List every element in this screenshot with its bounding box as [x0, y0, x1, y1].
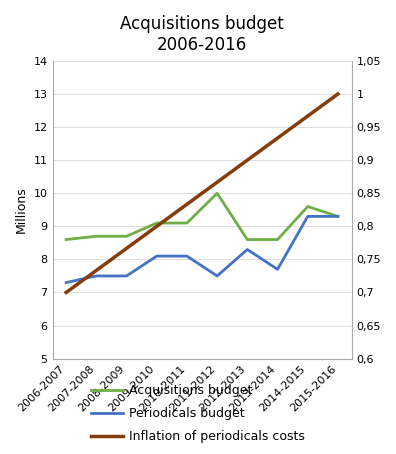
Y-axis label: Millions: Millions	[15, 187, 28, 233]
Acquisitions budget	[154, 220, 159, 226]
Inflation of periodicals costs	[94, 268, 99, 273]
Acquisitions budget	[215, 191, 219, 196]
Title: Acquisitions budget
2006-2016: Acquisitions budget 2006-2016	[120, 15, 284, 54]
Inflation of periodicals costs	[275, 135, 280, 141]
Line: Inflation of periodicals costs: Inflation of periodicals costs	[66, 94, 338, 292]
Acquisitions budget	[245, 237, 250, 242]
Periodicals budget	[185, 253, 189, 259]
Acquisitions budget	[335, 214, 340, 219]
Periodicals budget	[305, 214, 310, 219]
Periodicals budget	[64, 280, 69, 285]
Periodicals budget	[245, 247, 250, 252]
Inflation of periodicals costs	[124, 246, 129, 251]
Line: Periodicals budget: Periodicals budget	[66, 217, 338, 282]
Acquisitions budget	[94, 233, 99, 239]
Acquisitions budget	[305, 204, 310, 209]
Periodicals budget	[275, 266, 280, 272]
Acquisitions budget	[185, 220, 189, 226]
Acquisitions budget	[124, 233, 129, 239]
Inflation of periodicals costs	[305, 114, 310, 119]
Inflation of periodicals costs	[64, 290, 69, 295]
Legend: Acquisitions budget, Periodicals budget, Inflation of periodicals costs: Acquisitions budget, Periodicals budget,…	[86, 379, 310, 448]
Acquisitions budget	[64, 237, 69, 242]
Periodicals budget	[94, 273, 99, 279]
Periodicals budget	[215, 273, 219, 279]
Inflation of periodicals costs	[154, 224, 159, 229]
Periodicals budget	[154, 253, 159, 259]
Acquisitions budget	[275, 237, 280, 242]
Inflation of periodicals costs	[185, 202, 189, 207]
Inflation of periodicals costs	[245, 158, 250, 163]
Periodicals budget	[335, 214, 340, 219]
Periodicals budget	[124, 273, 129, 279]
Line: Acquisitions budget: Acquisitions budget	[66, 193, 338, 240]
Inflation of periodicals costs	[335, 91, 340, 97]
Inflation of periodicals costs	[215, 179, 219, 185]
